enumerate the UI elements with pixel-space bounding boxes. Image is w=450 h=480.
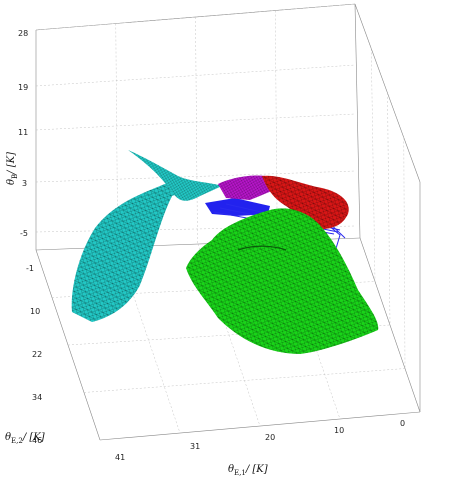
x-tick: 31 [190, 442, 200, 451]
x-tick: 20 [265, 433, 275, 442]
surface-cyan [71, 150, 222, 322]
grid-line [403, 137, 406, 369]
grid-line [35, 170, 356, 183]
svg-text:θB/ [K]: θB/ [K] [6, 152, 19, 185]
grid-line [371, 48, 376, 282]
z-tick: 19 [18, 83, 28, 92]
surface-red [262, 175, 349, 230]
svg-text:θE,2/ [K]: θE,2/ [K] [5, 432, 45, 445]
grid-line [35, 64, 356, 87]
grid-line [195, 16, 198, 245]
x-axis-label: θE,1/ [K] [228, 464, 268, 477]
y-tick: 22 [32, 350, 42, 359]
x-tick: 10 [334, 426, 344, 435]
z-tick: 11 [18, 128, 28, 137]
grid-line [387, 92, 391, 326]
grid-line [278, 240, 341, 420]
z-axis-label: θB/ [K] [6, 152, 19, 185]
x-tick: 41 [115, 453, 125, 462]
y-axis-label: θE,2/ [K] [5, 432, 45, 445]
z-tick: 3 [22, 179, 27, 188]
y-tick: -1 [26, 264, 34, 273]
surface-purple [218, 175, 274, 200]
x-tick: 0 [400, 419, 405, 428]
grid-line [115, 23, 118, 248]
box-edge [354, 3, 361, 239]
x-axis-ticks: 41 31 20 10 0 [115, 419, 405, 462]
svg-text:θE,1/ [K]: θE,1/ [K] [228, 464, 268, 477]
axes-box [35, 3, 421, 441]
grid-line [275, 10, 278, 242]
z-tick: 28 [18, 29, 28, 38]
grid-lines [35, 3, 406, 434]
y-tick: 10 [30, 307, 40, 316]
y-tick: 46 [32, 436, 42, 445]
z-tick: -5 [20, 229, 28, 238]
surface-green [186, 208, 379, 354]
grid-line [35, 113, 356, 131]
z-axis-ticks: 28 19 11 3 -5 [18, 29, 28, 238]
y-axis-ticks: -1 10 22 34 46 [26, 264, 42, 445]
y-tick: 34 [32, 393, 42, 402]
